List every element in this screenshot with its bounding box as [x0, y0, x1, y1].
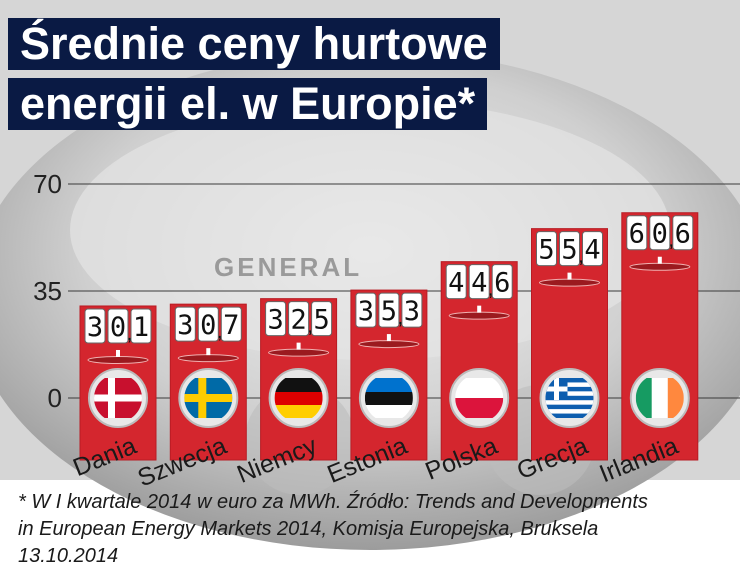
odometer-digit-box — [401, 292, 423, 328]
odometer-digit-box — [536, 231, 557, 267]
odometer-digit-box — [84, 308, 106, 344]
greece-flag-icon — [539, 368, 600, 428]
meter-pointer-decoration — [567, 272, 572, 280]
odometer-digit: 5 — [313, 305, 329, 336]
meter-dial-decoration — [629, 262, 691, 271]
meter-dial-decoration — [87, 355, 149, 364]
ireland-flag-icon — [629, 368, 690, 428]
odometer-digit-box — [197, 306, 219, 342]
odometer-digit: 0 — [200, 310, 216, 341]
odometer-comma: , — [307, 316, 313, 338]
meter-dial-decoration — [177, 354, 239, 363]
meter-pointer-decoration — [477, 305, 482, 313]
poland-flag-icon — [449, 368, 510, 428]
bar-grecja — [531, 228, 608, 461]
germany-flag-icon — [268, 368, 329, 428]
value-label-estonia: 35,335,3 — [355, 292, 423, 329]
meter-pointer-decoration — [657, 256, 662, 264]
odometer-digit: 3 — [358, 296, 374, 327]
odometer-comma: , — [578, 246, 584, 268]
y-tick-label: 0 — [48, 383, 62, 413]
meter-dial-decoration — [358, 340, 420, 349]
value-label-polska: 44,644,6 — [445, 264, 513, 301]
meter-dial-decoration — [448, 311, 510, 320]
meter-dial-decoration — [268, 348, 330, 357]
odometer-digit-box — [311, 301, 333, 337]
odometer-comma: , — [217, 321, 223, 343]
odometer-digit: 0 — [110, 312, 126, 343]
odometer-digit: 6 — [494, 268, 510, 299]
value-label-irlandia: 60,660,6 — [626, 215, 694, 252]
odometer-digit-box — [491, 264, 513, 300]
chart-title-line-2: energii el. w Europie* — [8, 78, 488, 130]
odometer-digit: 4 — [471, 268, 487, 299]
value-label-grecja: 55,455,4 — [536, 231, 603, 268]
odometer-digit-box — [445, 264, 467, 300]
odometer-digit: 6 — [629, 219, 645, 250]
odometer-comma: , — [127, 323, 133, 345]
odometer-digit: 4 — [584, 235, 600, 266]
meter-pointer-decoration — [206, 348, 211, 356]
odometer-digit-box — [559, 231, 580, 267]
odometer-digit: 5 — [381, 296, 397, 327]
odometer-digit-box — [355, 292, 377, 328]
meter-pointer-decoration — [296, 342, 301, 350]
odometer-digit-box — [107, 308, 129, 344]
odometer-digit-box — [468, 264, 490, 300]
chart-title-line-1: Średnie ceny hurtowe — [8, 18, 500, 70]
y-tick-label: 35 — [33, 276, 62, 306]
value-label-dania: 30,130,1 — [84, 308, 152, 345]
sweden-flag-icon — [178, 368, 239, 428]
odometer-digit: 0 — [652, 219, 668, 250]
value-label-niemcy: 32,532,5 — [265, 301, 333, 338]
odometer-comma: , — [669, 230, 675, 252]
odometer-digit: 5 — [561, 235, 577, 266]
meter-dial-decoration — [539, 278, 600, 287]
background-meter-label: GENERAL — [214, 252, 362, 282]
value-label-szwecja: 30,730,7 — [174, 306, 242, 343]
odometer-digit: 6 — [675, 219, 691, 250]
odometer-digit-box — [174, 306, 196, 342]
odometer-comma: , — [398, 307, 404, 329]
meter-pointer-decoration — [116, 349, 120, 357]
odometer-digit-box — [288, 301, 310, 337]
odometer-digit: 3 — [87, 312, 103, 343]
odometer-digit-box — [378, 292, 400, 328]
odometer-digit: 3 — [404, 296, 420, 327]
footnote: * W I kwartale 2014 w euro za MWh. Źródł… — [18, 491, 648, 567]
odometer-digit: 3 — [267, 305, 283, 336]
odometer-digit: 1 — [133, 312, 149, 343]
odometer-digit-box — [220, 306, 242, 342]
odometer-digit-box — [582, 231, 603, 267]
odometer-digit-box — [130, 308, 152, 344]
denmark-flag-icon — [88, 368, 148, 428]
estonia-flag-icon — [358, 368, 419, 428]
odometer-digit: 4 — [448, 268, 464, 299]
y-tick-label: 70 — [33, 169, 62, 199]
odometer-digit: 2 — [290, 305, 306, 336]
odometer-digit: 5 — [538, 235, 554, 266]
odometer-digit-box — [649, 215, 671, 251]
odometer-digit: 3 — [177, 310, 193, 341]
odometer-comma: , — [488, 279, 494, 301]
odometer-digit: 7 — [223, 310, 239, 341]
odometer-digit-box — [265, 301, 287, 337]
odometer-digit-box — [626, 215, 648, 251]
odometer-digit-box — [672, 215, 694, 251]
meter-pointer-decoration — [386, 334, 391, 342]
